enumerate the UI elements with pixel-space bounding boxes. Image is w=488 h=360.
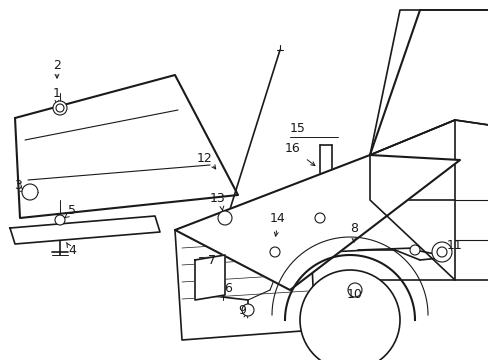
Text: 8: 8 (349, 221, 357, 234)
Text: 10: 10 (346, 288, 362, 302)
Text: 9: 9 (238, 303, 245, 316)
Circle shape (55, 215, 65, 225)
Text: 1: 1 (53, 86, 61, 99)
Text: 7: 7 (207, 253, 216, 266)
Circle shape (436, 247, 446, 257)
Polygon shape (195, 255, 224, 300)
Circle shape (299, 270, 399, 360)
Text: 15: 15 (289, 122, 305, 135)
Text: 4: 4 (68, 243, 76, 257)
Circle shape (56, 104, 64, 112)
Circle shape (22, 184, 38, 200)
Polygon shape (369, 10, 488, 155)
Circle shape (269, 247, 280, 257)
Circle shape (218, 211, 231, 225)
Circle shape (409, 245, 419, 255)
Text: 13: 13 (210, 192, 225, 204)
Text: 12: 12 (197, 152, 212, 165)
Polygon shape (175, 155, 459, 290)
Polygon shape (369, 120, 488, 280)
Circle shape (347, 283, 361, 297)
Circle shape (431, 242, 451, 262)
Text: 6: 6 (224, 282, 231, 294)
Polygon shape (175, 220, 314, 340)
Circle shape (53, 101, 67, 115)
Text: 2: 2 (53, 59, 61, 72)
Text: 16: 16 (285, 141, 300, 154)
Text: 3: 3 (14, 179, 22, 192)
Circle shape (314, 213, 325, 223)
Text: 14: 14 (269, 212, 285, 225)
Text: 5: 5 (68, 203, 76, 216)
Polygon shape (15, 75, 238, 218)
Polygon shape (10, 216, 160, 244)
Circle shape (242, 304, 253, 316)
Text: 11: 11 (446, 239, 462, 252)
